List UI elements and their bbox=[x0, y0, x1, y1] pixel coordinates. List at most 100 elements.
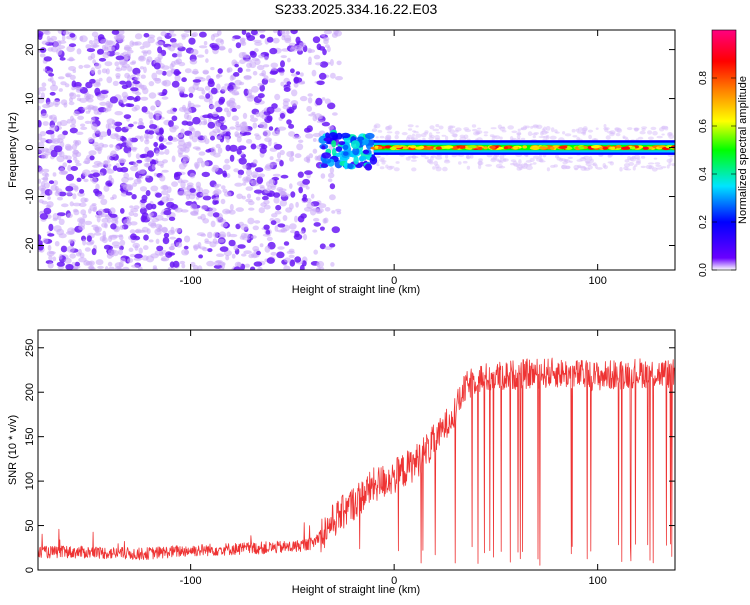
noise-blob bbox=[619, 167, 623, 172]
noise-blob bbox=[246, 169, 252, 176]
noise-blob bbox=[167, 267, 172, 270]
noise-blob bbox=[320, 173, 326, 179]
carrier-peak bbox=[435, 146, 442, 150]
noise-blob bbox=[38, 133, 43, 141]
noise-blob bbox=[273, 30, 278, 34]
noise-blob bbox=[235, 207, 244, 212]
noise-blob bbox=[88, 260, 95, 266]
carrier-peak bbox=[489, 145, 496, 149]
noise-blob bbox=[168, 120, 174, 128]
snr-panel: -100 0 100 0 50 100 150 200 250 Height of strai… bbox=[7, 329, 676, 596]
noise-blob bbox=[316, 260, 325, 268]
noise-blob bbox=[577, 131, 583, 134]
noise-blob bbox=[249, 179, 254, 184]
carrier-peak bbox=[390, 146, 397, 151]
noise-blob bbox=[184, 250, 189, 255]
noise-blob bbox=[415, 133, 422, 138]
noise-blob bbox=[308, 113, 317, 117]
noise-blob bbox=[106, 76, 113, 84]
noise-blob bbox=[103, 244, 112, 250]
transition-blob bbox=[350, 140, 360, 149]
noise-blob bbox=[60, 245, 68, 253]
noise-blob bbox=[582, 132, 586, 136]
noise-blob bbox=[107, 217, 111, 224]
noise-blob bbox=[211, 44, 220, 51]
noise-blob bbox=[120, 208, 125, 214]
noise-blob bbox=[99, 101, 107, 106]
noise-blob bbox=[174, 207, 183, 213]
noise-blob bbox=[176, 42, 184, 49]
noise-blob bbox=[204, 85, 211, 91]
noise-blob bbox=[429, 161, 434, 165]
noise-blob bbox=[57, 196, 63, 201]
noise-blob bbox=[107, 155, 111, 161]
noise-blob bbox=[79, 252, 85, 259]
noise-blob bbox=[188, 86, 196, 94]
noise-blob bbox=[88, 40, 94, 45]
noise-blob bbox=[38, 141, 45, 149]
carrier-peak bbox=[427, 146, 432, 151]
noise-blob bbox=[123, 114, 132, 119]
noise-blob bbox=[128, 211, 135, 217]
noise-blob bbox=[229, 203, 234, 211]
noise-blob bbox=[412, 156, 419, 159]
noise-blob bbox=[462, 160, 468, 164]
noise-blob bbox=[68, 56, 74, 62]
noise-blob bbox=[167, 229, 176, 235]
noise-blob bbox=[327, 178, 333, 183]
noise-blob bbox=[307, 47, 312, 54]
noise-blob bbox=[118, 235, 124, 241]
noise-blob bbox=[564, 133, 572, 137]
snr-frame bbox=[37, 329, 676, 571]
noise-blob bbox=[110, 223, 117, 230]
noise-blob bbox=[171, 115, 178, 122]
noise-blob bbox=[75, 131, 84, 135]
noise-blob bbox=[286, 119, 292, 125]
noise-blob bbox=[252, 245, 260, 252]
x-tick-label: -100 bbox=[180, 275, 202, 287]
noise-blob bbox=[188, 92, 194, 98]
noise-blob bbox=[572, 135, 578, 138]
noise-blob bbox=[588, 134, 592, 140]
snr-y-axis-label: SNR (10 * v/v) bbox=[7, 415, 19, 485]
noise-blob bbox=[77, 217, 86, 224]
noise-blob bbox=[196, 232, 206, 237]
noise-blob bbox=[308, 153, 314, 159]
noise-blob bbox=[165, 141, 173, 145]
noise-blob bbox=[520, 126, 527, 131]
noise-blob bbox=[162, 184, 169, 191]
noise-blob bbox=[132, 80, 140, 85]
noise-blob bbox=[57, 30, 63, 34]
noise-blob bbox=[252, 122, 258, 129]
noise-blob bbox=[224, 158, 230, 164]
noise-blob bbox=[113, 121, 123, 127]
noise-blob bbox=[52, 172, 57, 177]
noise-blob bbox=[83, 178, 89, 183]
noise-blob bbox=[38, 30, 44, 38]
noise-blob bbox=[637, 136, 644, 140]
noise-blob bbox=[65, 191, 73, 196]
noise-blob bbox=[155, 150, 160, 157]
noise-blob bbox=[244, 263, 250, 268]
noise-blob bbox=[270, 220, 277, 226]
noise-blob bbox=[146, 58, 150, 65]
noise-blob bbox=[148, 239, 154, 243]
noise-blob bbox=[134, 253, 143, 259]
noise-blob bbox=[200, 120, 208, 126]
noise-blob bbox=[445, 154, 449, 159]
noise-blob bbox=[445, 135, 449, 141]
noise-blob bbox=[499, 154, 505, 160]
noise-blob bbox=[243, 125, 248, 133]
y-tick-label: 10 bbox=[24, 92, 36, 104]
noise-blob bbox=[215, 260, 223, 264]
noise-blob bbox=[146, 150, 155, 158]
noise-blob bbox=[105, 163, 112, 168]
noise-blob bbox=[234, 182, 243, 187]
noise-blob bbox=[257, 266, 263, 270]
x-tick-label: -100 bbox=[180, 575, 202, 587]
colorbar-tick-label: 0.2 bbox=[698, 215, 709, 229]
noise-blob bbox=[58, 40, 67, 44]
transition-blob bbox=[321, 152, 332, 159]
noise-blob bbox=[192, 116, 201, 125]
noise-blob bbox=[167, 135, 173, 142]
